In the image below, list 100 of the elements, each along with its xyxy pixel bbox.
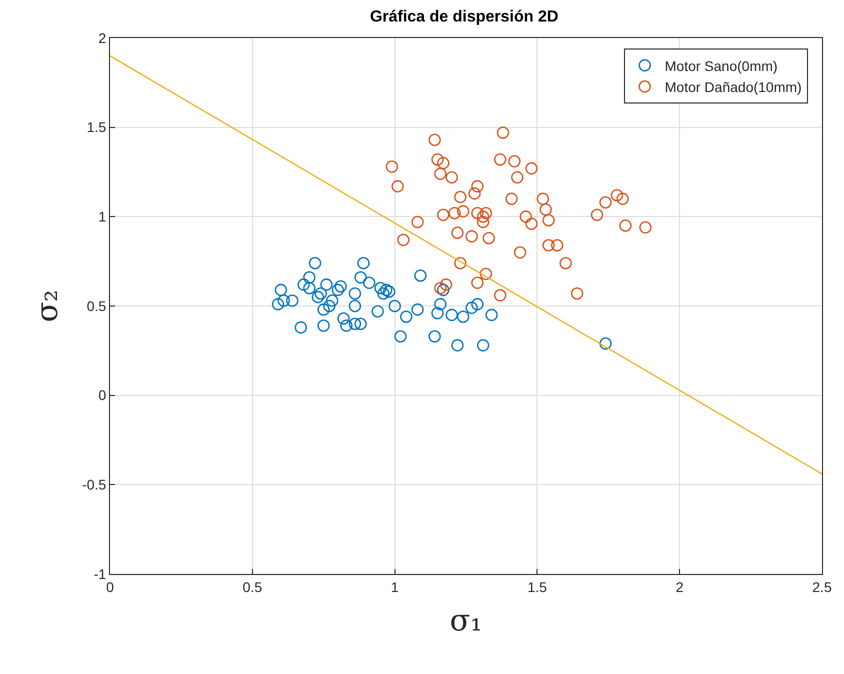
point xyxy=(394,330,407,343)
point xyxy=(434,282,447,294)
point xyxy=(400,310,412,323)
point xyxy=(380,284,392,296)
point xyxy=(323,300,336,312)
y-tick-label: 1.5 xyxy=(86,119,106,136)
point xyxy=(308,256,322,270)
point xyxy=(590,208,604,222)
point xyxy=(272,298,284,310)
point xyxy=(348,300,362,312)
point xyxy=(312,290,324,304)
point xyxy=(619,219,632,232)
point xyxy=(542,239,555,252)
y-tick-label: 1 xyxy=(98,208,106,225)
legend-label: Motor Dañado(10mm) xyxy=(664,78,802,95)
point xyxy=(298,278,310,291)
point xyxy=(480,268,492,280)
point xyxy=(508,155,521,168)
point xyxy=(454,256,466,270)
point xyxy=(485,308,498,322)
point xyxy=(354,271,367,284)
point xyxy=(337,312,350,325)
point xyxy=(314,287,327,300)
point xyxy=(451,339,464,352)
point xyxy=(382,286,396,298)
point xyxy=(363,276,376,289)
point xyxy=(348,318,362,330)
point xyxy=(454,190,466,204)
point xyxy=(377,287,390,300)
point xyxy=(471,206,484,220)
point xyxy=(446,171,458,184)
y-tick-label: 0 xyxy=(98,387,106,404)
point xyxy=(570,287,584,300)
y-tick-label: 0.5 xyxy=(86,298,106,314)
point xyxy=(542,214,555,226)
point xyxy=(476,216,490,228)
point xyxy=(354,318,367,330)
point xyxy=(471,298,484,310)
point xyxy=(357,256,370,270)
point xyxy=(326,294,338,307)
point xyxy=(317,303,330,316)
point xyxy=(431,153,444,166)
point xyxy=(414,269,427,282)
point xyxy=(278,294,290,307)
point xyxy=(437,284,450,296)
point xyxy=(476,339,490,352)
point xyxy=(294,321,307,334)
point xyxy=(451,226,464,239)
point xyxy=(514,246,526,259)
point xyxy=(411,216,424,228)
point xyxy=(560,256,572,270)
point xyxy=(437,156,450,170)
point xyxy=(317,320,330,332)
point xyxy=(457,205,470,218)
x-tick-label: 1 xyxy=(390,578,399,595)
point xyxy=(610,189,624,202)
point xyxy=(428,134,441,146)
point xyxy=(525,162,538,175)
point xyxy=(440,278,452,291)
point xyxy=(639,221,652,234)
x-tick-label: 2 xyxy=(676,578,684,595)
point xyxy=(274,284,288,296)
point xyxy=(599,196,612,209)
x-tick-label: 0.5 xyxy=(242,578,262,595)
point xyxy=(476,210,490,223)
point xyxy=(397,234,410,246)
point xyxy=(616,192,629,205)
point xyxy=(286,294,298,307)
point xyxy=(536,192,550,205)
point xyxy=(431,307,444,320)
point xyxy=(428,330,441,343)
point xyxy=(494,153,506,166)
point xyxy=(520,210,532,223)
point xyxy=(471,180,484,192)
point xyxy=(468,187,481,200)
point xyxy=(540,203,552,216)
point xyxy=(599,337,612,350)
point xyxy=(496,126,510,139)
point xyxy=(480,206,492,220)
point xyxy=(448,206,461,220)
point xyxy=(466,302,478,314)
point xyxy=(388,300,401,312)
point xyxy=(466,230,478,242)
point xyxy=(303,282,316,294)
point xyxy=(550,239,564,252)
y-tick-label: -0.5 xyxy=(82,476,106,493)
point xyxy=(340,320,353,332)
y-tick-label: 2 xyxy=(98,30,106,46)
point xyxy=(372,305,384,318)
x-axis-title: σ₁ xyxy=(450,603,482,638)
point xyxy=(494,289,506,302)
y-axis-title: σ₂ xyxy=(30,290,66,322)
point xyxy=(482,232,495,244)
point xyxy=(348,287,362,300)
y-tick-label: -1 xyxy=(94,566,106,582)
point xyxy=(392,180,404,192)
chart-title: Gráfica de dispersión 2D xyxy=(370,8,558,26)
point xyxy=(320,278,333,291)
point xyxy=(437,208,450,222)
point xyxy=(386,160,398,173)
